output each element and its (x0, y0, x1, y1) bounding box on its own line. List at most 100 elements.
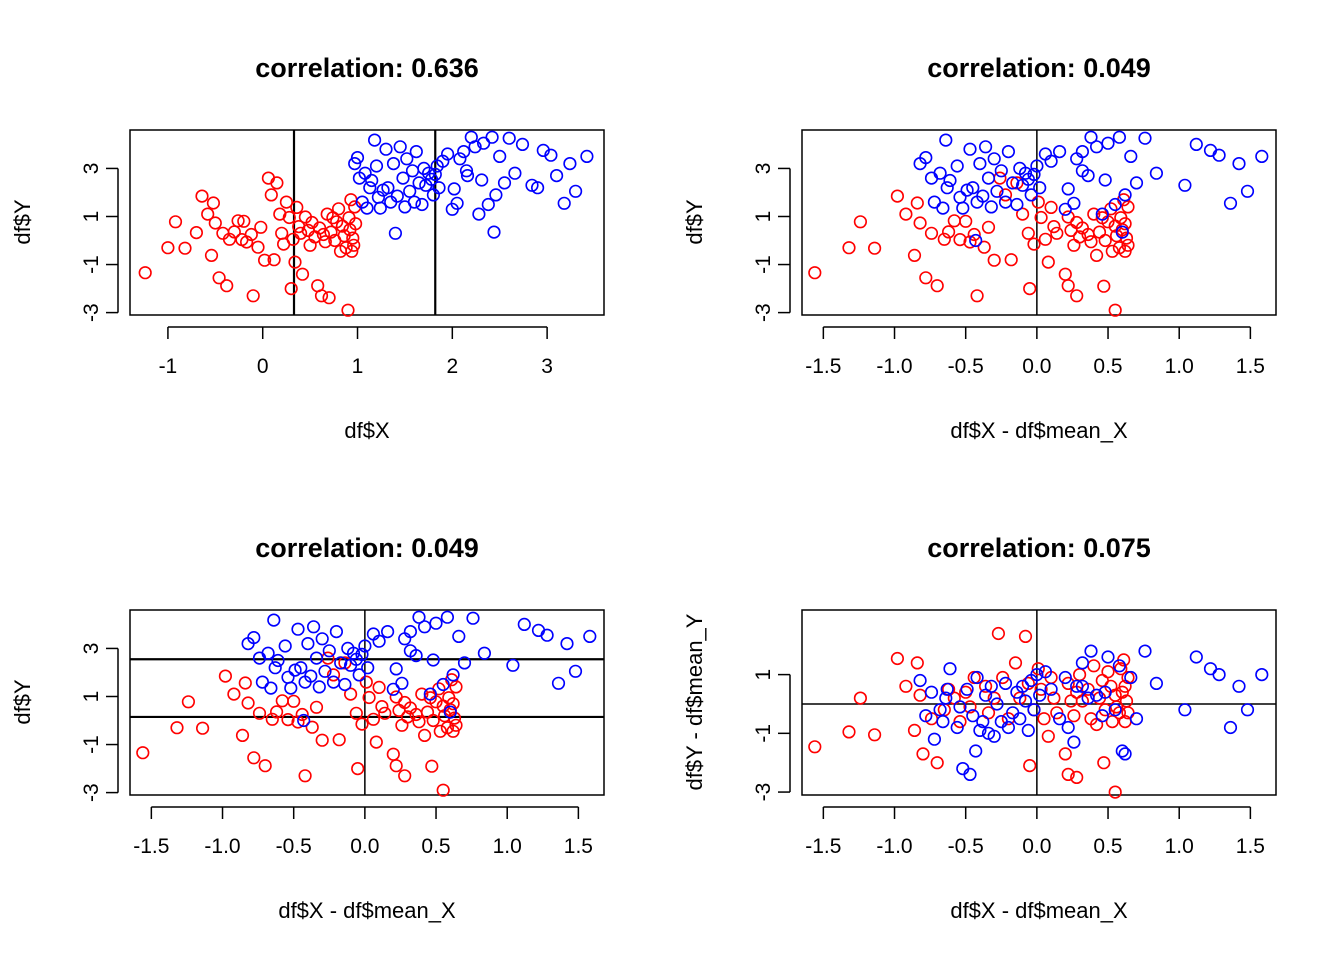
data-point (466, 611, 480, 625)
data-point (919, 709, 933, 723)
data-point (907, 723, 922, 738)
data-point (363, 181, 377, 195)
data-point (1038, 232, 1052, 246)
data-point (953, 233, 967, 247)
y-tick-label: -1 (80, 255, 103, 274)
data-point (1138, 644, 1152, 658)
y-tick-label: 3 (80, 163, 103, 175)
data-point (261, 646, 275, 660)
data-point (366, 712, 381, 726)
data-point (403, 644, 418, 658)
data-point (315, 632, 329, 646)
data-point (978, 679, 993, 693)
data-point (1004, 253, 1018, 267)
data-point (349, 217, 363, 231)
data-point (418, 620, 432, 634)
data-point (1255, 149, 1269, 163)
data-point (282, 210, 296, 225)
data-point (1092, 225, 1107, 239)
data-point (1037, 712, 1051, 726)
data-point (1058, 267, 1072, 281)
data-point (220, 279, 234, 293)
data-point (298, 769, 312, 783)
data-point (1087, 659, 1101, 673)
data-point (472, 207, 486, 221)
data-point (398, 769, 412, 783)
data-point (318, 235, 332, 249)
x-tick-label: -1.5 (133, 835, 169, 858)
data-point (563, 157, 577, 171)
data-point (549, 169, 564, 183)
data-point (362, 690, 376, 705)
x-axis-label: df$X (344, 418, 390, 443)
data-point (919, 151, 933, 165)
data-point (1023, 282, 1037, 296)
data-point (1212, 667, 1226, 682)
data-point (963, 700, 977, 714)
x-tick-label: 0.0 (1022, 835, 1051, 858)
data-point (1189, 137, 1203, 151)
data-point (1031, 195, 1045, 209)
data-point (475, 173, 489, 187)
data-point (1070, 770, 1084, 785)
data-point (309, 651, 324, 665)
data-point (446, 697, 460, 711)
data-point (1118, 217, 1132, 231)
data-point (322, 291, 336, 305)
data-point (1052, 145, 1067, 159)
x-tick-label: -1.5 (805, 355, 841, 378)
data-point (312, 680, 326, 694)
data-point (927, 732, 942, 746)
data-point (1212, 148, 1226, 162)
data-point (487, 225, 501, 239)
scatter-panel-top-left: correlation: 0.636 df$X df$Y -1 0 1 2 3 -3 -1 1… (10, 53, 605, 443)
data-point (1124, 670, 1138, 685)
data-point (347, 238, 361, 252)
data-point (1061, 279, 1075, 293)
data-point (1105, 244, 1119, 258)
data-point (264, 188, 278, 202)
data-point (853, 215, 868, 229)
data-point (315, 733, 329, 747)
data-point (334, 656, 348, 670)
data-point (468, 140, 482, 154)
data-point (206, 196, 220, 210)
data-point (447, 182, 461, 196)
data-point (1010, 197, 1024, 212)
data-point (916, 747, 930, 761)
data-point (449, 718, 463, 732)
data-point (265, 712, 279, 726)
data-point (924, 226, 939, 240)
data-point (322, 644, 336, 658)
data-point (508, 166, 522, 180)
data-point (568, 664, 583, 678)
data-point (401, 710, 415, 724)
data-point (842, 725, 856, 739)
data-point (365, 173, 379, 188)
y-tick-label: 1 (80, 691, 103, 703)
data-point (1067, 709, 1081, 723)
data-point (976, 714, 990, 729)
data-point (969, 233, 983, 248)
panel-title: correlation: 0.049 (255, 533, 479, 563)
data-point (355, 647, 369, 662)
data-point (459, 164, 474, 178)
data-point (457, 145, 471, 159)
data-point (1240, 184, 1255, 198)
data-point (969, 744, 983, 758)
data-point (281, 670, 295, 684)
x-tick-label: -1 (159, 355, 178, 378)
data-point (204, 248, 219, 262)
data-point (361, 661, 375, 675)
x-axis-label: df$X - df$mean_X (950, 898, 1128, 923)
data-point (1112, 659, 1126, 673)
data-point (403, 184, 417, 198)
y-tick-label: 3 (80, 643, 103, 655)
data-point (1061, 210, 1075, 224)
data-point (290, 200, 304, 214)
data-point (307, 620, 321, 634)
x-tick-label: 1.0 (493, 835, 522, 858)
data-point (436, 783, 450, 797)
data-point (477, 646, 492, 660)
